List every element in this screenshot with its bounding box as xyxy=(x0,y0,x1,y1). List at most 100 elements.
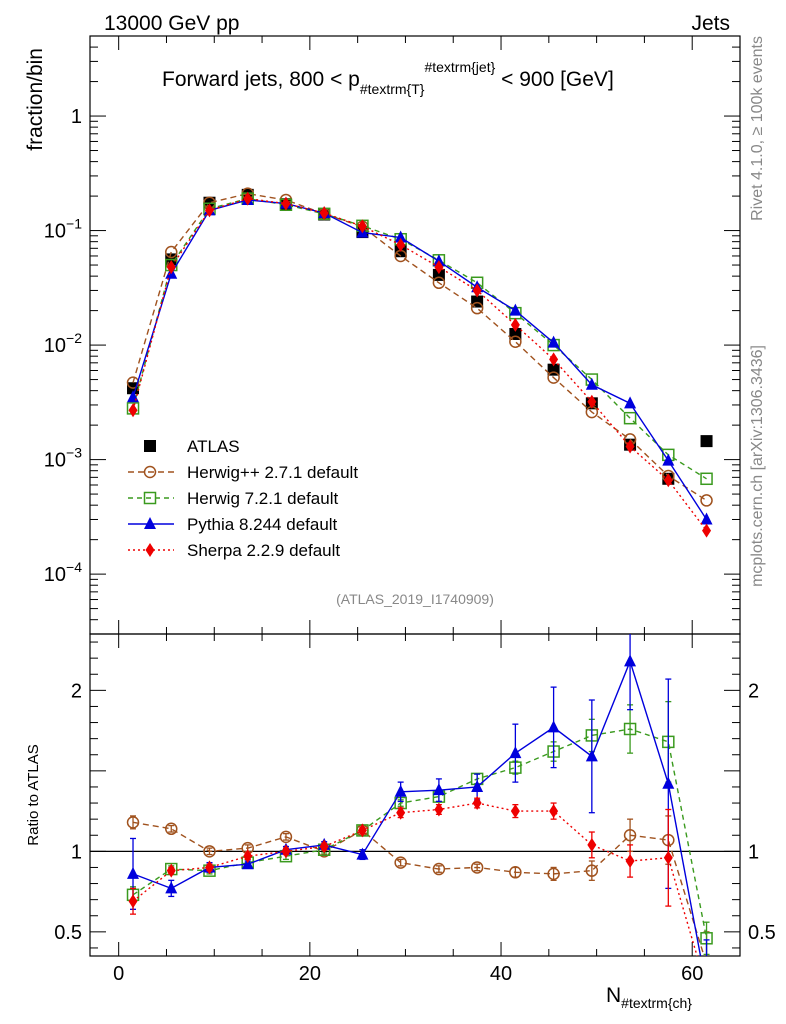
series-3-ratio-point xyxy=(243,849,253,864)
series-3-ratio-point xyxy=(625,854,635,869)
series-0-point xyxy=(700,494,713,507)
legend-marker-1 xyxy=(143,491,157,505)
title-sub: #textrm{T} xyxy=(360,81,425,97)
x-tick-label: 0 xyxy=(113,963,124,985)
x-tick-label: 40 xyxy=(490,963,512,985)
ratio-y-tick-label-right: 0.5 xyxy=(748,922,776,944)
series-2-ratio-point xyxy=(471,779,484,792)
x-label-sub: #textrm{ch} xyxy=(621,995,692,1011)
series-3-point xyxy=(663,473,673,488)
series-2-ratio-point xyxy=(547,720,560,733)
series-2-ratio-point xyxy=(165,881,178,894)
series-3-point xyxy=(587,394,597,409)
header-right: Jets xyxy=(691,12,730,35)
series-3-ratio-point xyxy=(204,860,214,875)
legend-label-3: Sherpa 2.2.9 default xyxy=(187,541,340,560)
legend-marker-atlas xyxy=(144,440,156,452)
series-2-ratio-point xyxy=(241,857,254,870)
series-3-ratio-point xyxy=(702,981,711,995)
series-0-ratio-point xyxy=(623,829,637,842)
ratio-y-tick-label-right: 2 xyxy=(748,680,759,702)
watermark: (ATLAS_2019_I1740909) xyxy=(336,591,494,607)
series-3-ratio-point xyxy=(663,850,673,865)
header-left: 13000 GeV pp xyxy=(104,12,239,35)
series-3-point xyxy=(319,206,329,221)
series-3-point xyxy=(625,439,635,454)
plot-title: Forward jets, 800 < p#textrm{T} #textrm{j… xyxy=(162,59,614,97)
title-sup: #textrm{jet} xyxy=(424,59,495,75)
series-0-ratio-point xyxy=(509,866,522,879)
x-tick-label: 20 xyxy=(299,963,321,985)
legend: ATLAS Herwig++ 2.7.1 default Herwig 7.2.1 … xyxy=(128,437,358,560)
main-plot-area: 1 10−1 10−2 10−3 10−4 xyxy=(44,35,741,635)
series-3-ratio-point xyxy=(396,805,406,820)
series-3-ratio-point xyxy=(281,844,291,859)
series-0-point xyxy=(126,376,140,389)
series-2-ratio-point xyxy=(127,866,140,879)
series-3-point xyxy=(549,352,559,367)
series-2-point xyxy=(624,396,637,409)
series-3-point xyxy=(510,317,520,332)
x-tick-label: 60 xyxy=(681,963,703,985)
series-3-ratio-line xyxy=(132,802,698,956)
series-2-point xyxy=(547,335,560,348)
legend-label-1: Herwig 7.2.1 default xyxy=(187,489,338,508)
series-2-ratio-point xyxy=(585,749,598,762)
series-1-point xyxy=(623,411,637,425)
title-end: < 900 [GeV] xyxy=(495,68,614,91)
series-3-ratio-point xyxy=(434,802,444,817)
series-3-ratio-point xyxy=(319,839,329,854)
series-0-ratio-point xyxy=(547,867,560,881)
ratio-y-tick-label: 2 xyxy=(71,680,82,702)
series-1-ratio-point xyxy=(623,722,637,736)
y-axis-label: fraction/bin xyxy=(24,48,47,151)
series-0-point xyxy=(432,276,446,290)
series-0-ratio-point xyxy=(470,861,484,874)
ratio-y-tick-label: 1 xyxy=(71,841,82,863)
series-2-ratio-point xyxy=(394,784,407,797)
ratio-data-layer xyxy=(126,634,713,995)
title-main: Forward jets, 800 < p xyxy=(162,68,360,91)
series-0-point xyxy=(470,301,484,315)
y-tick-label: 10−4 xyxy=(44,559,82,586)
series-3-ratio-point xyxy=(472,796,482,811)
series-0-point xyxy=(509,335,522,348)
series-2-ratio-point xyxy=(624,654,637,667)
ratio-axis-label: Ratio to ATLAS xyxy=(25,744,42,845)
main-data-layer xyxy=(126,187,713,538)
series-1-point xyxy=(700,472,713,486)
series-3-point xyxy=(204,203,214,218)
series-2-point xyxy=(394,230,407,243)
legend-label-2: Pythia 8.244 default xyxy=(187,515,338,534)
series-2-ratio-point xyxy=(356,847,369,860)
x-axis-label: N#textrm{ch} xyxy=(606,984,692,1011)
series-1-ratio-line xyxy=(132,728,708,939)
x-label-main: N xyxy=(606,984,621,1007)
series-3-point xyxy=(243,191,253,206)
series-3-ratio-point xyxy=(587,837,597,852)
series-3-point xyxy=(281,196,291,211)
side-label-bottom: mcplots.cern.ch [arXiv:1306.3436] xyxy=(749,345,766,587)
y-tick-label: 10−1 xyxy=(44,216,82,243)
legend-label-atlas: ATLAS xyxy=(187,437,240,456)
atlas-data-point xyxy=(700,435,713,448)
series-3-point xyxy=(357,219,367,234)
series-3-point xyxy=(396,237,406,252)
series-2-point xyxy=(509,303,522,316)
series-2-ratio-point xyxy=(509,746,522,759)
series-0-ratio-point xyxy=(165,822,178,836)
side-label-top: Rivet 4.1.0, ≥ 100k events xyxy=(749,36,766,221)
series-2-ratio-point xyxy=(662,776,675,789)
series-3-ratio-point xyxy=(510,804,520,819)
y-tick-label: 10−2 xyxy=(44,330,82,357)
series-3-ratio-point xyxy=(166,863,176,878)
series-2-point xyxy=(700,512,713,525)
series-0-ratio-point xyxy=(432,862,446,876)
legend-marker-3 xyxy=(145,543,155,557)
series-0-ratio-point xyxy=(279,830,293,844)
atlas-data-point xyxy=(471,295,484,308)
series-0-point xyxy=(165,245,178,259)
ratio-frame xyxy=(89,633,741,957)
y-tick-label: 1 xyxy=(71,106,82,128)
